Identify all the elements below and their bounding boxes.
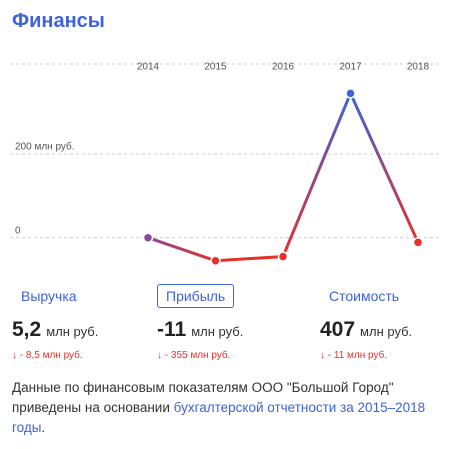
metric-value-row: -11 млн руб. [157, 318, 307, 342]
metric-unit: млн руб. [191, 324, 244, 339]
metric-unit: млн руб. [360, 324, 413, 339]
point [345, 88, 356, 99]
metric-tab[interactable]: Стоимость [329, 288, 400, 304]
x-tick-label: 2015 [204, 62, 227, 73]
metric-value-row: 5,2 млн руб. [12, 318, 162, 342]
x-tick-label: 2016 [272, 62, 295, 73]
metric-change: ↓ - 11 млн руб. [320, 350, 388, 361]
footnote: Данные по финансовым показателям ООО "Бо… [12, 378, 442, 438]
metric-value-row: 407 млн руб. [320, 318, 465, 342]
point [277, 251, 289, 262]
point [210, 255, 221, 266]
line [147, 89, 420, 263]
metric-unit: млн руб. [46, 324, 99, 339]
metric: Выручка 5,2 млн руб. ↓ - 8,5 млн руб. [12, 284, 162, 361]
metric-value: 5,2 [12, 318, 42, 341]
title: Финансы [12, 10, 105, 32]
footnote-end: . [41, 420, 46, 435]
x-tick-label: 2014 [137, 62, 160, 73]
metric-change: ↓ - 8,5 млн руб. [12, 350, 83, 361]
metric-value: -11 [157, 318, 187, 341]
chart: 0 200 млн руб. 2014 2015 2016 2017 2018 [10, 62, 440, 266]
footnote-link[interactable]: бухгалтерской отчетности за 2015–2018 го… [12, 400, 426, 435]
point [142, 232, 154, 243]
metric: Стоимость 407 млн руб. ↓ - 11 млн руб. [320, 284, 465, 361]
x-tick-label: 2018 [407, 62, 430, 73]
footnote-text: Данные по финансовым показателям ООО "Бо… [12, 380, 394, 415]
y-tick-label: 0 [15, 225, 21, 236]
metric-tab[interactable]: Выручка [21, 288, 77, 304]
y-tick-label: 200 млн руб. [15, 141, 75, 153]
metric: Прибыль -11 млн руб. ↓ - 355 млн руб. [157, 284, 307, 361]
metric-value: 407 [320, 318, 356, 341]
x-tick-label: 2017 [339, 62, 362, 73]
metric-change: ↓ - 355 млн руб. [157, 350, 231, 361]
metric-tab[interactable]: Прибыль [157, 284, 235, 308]
point [412, 237, 424, 248]
